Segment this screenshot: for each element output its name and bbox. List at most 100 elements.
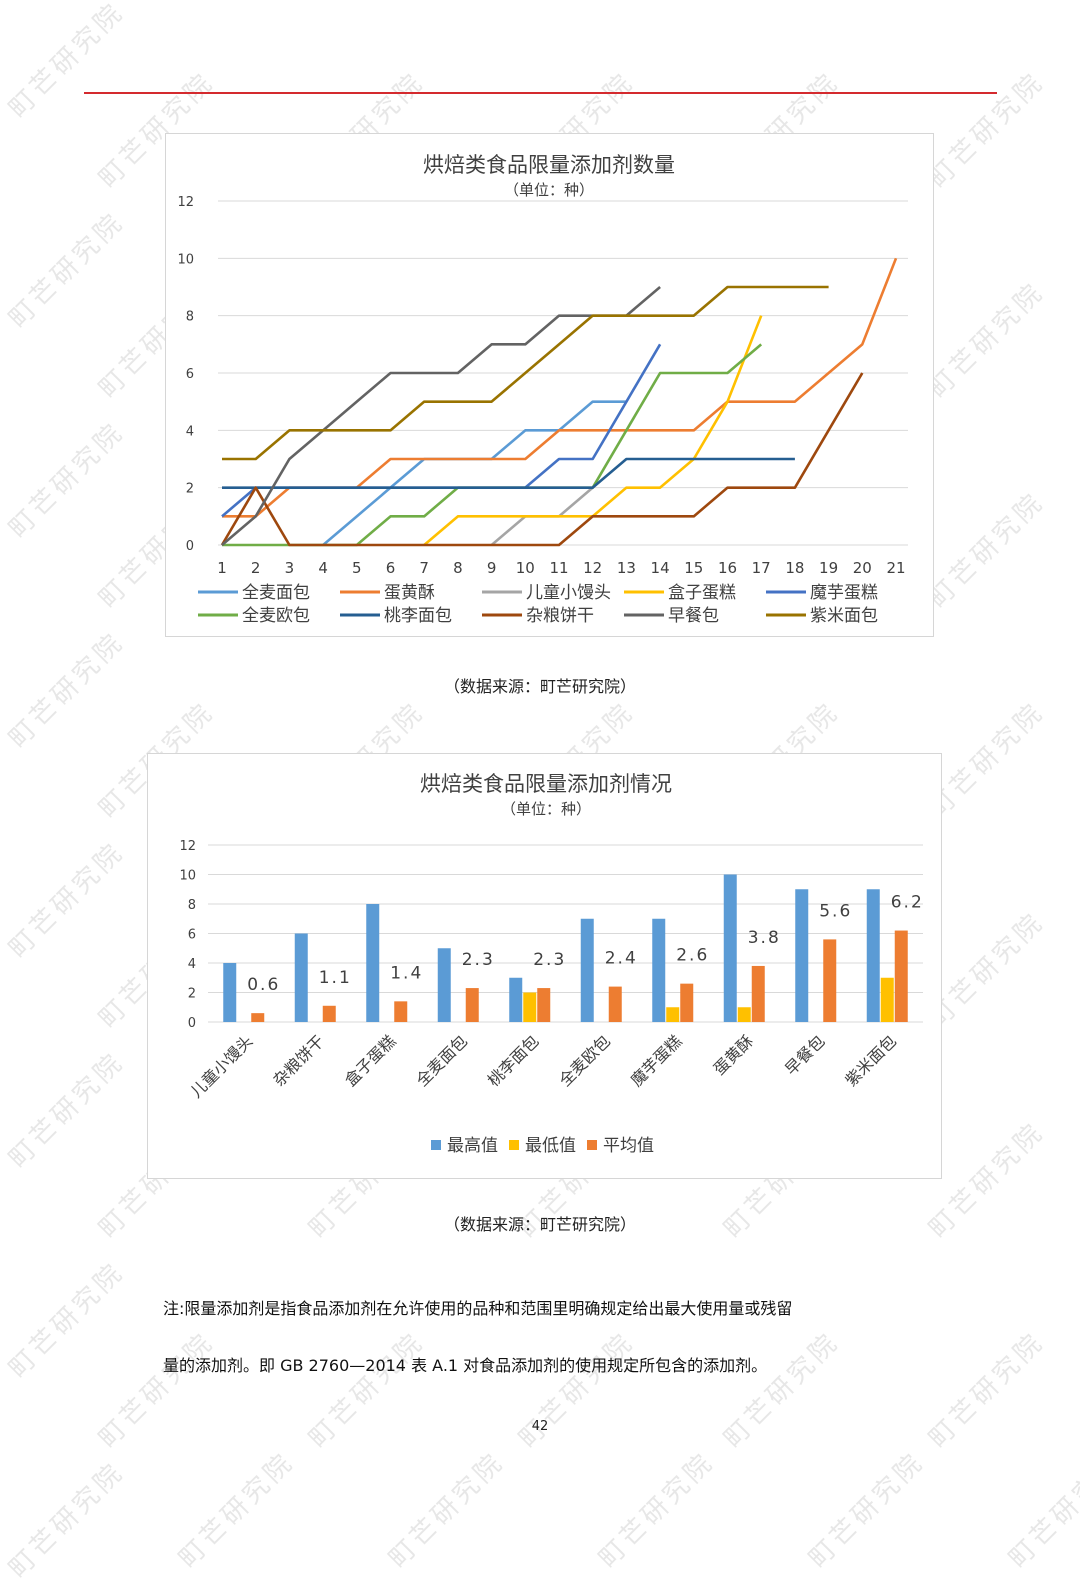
series-line bbox=[322, 400, 627, 546]
watermark-text: 町芒研究院 bbox=[718, 1326, 846, 1454]
bar bbox=[608, 986, 622, 1022]
legend-swatch bbox=[509, 1140, 519, 1150]
y-tick-label: 8 bbox=[186, 310, 194, 325]
data-label: 5.6 bbox=[819, 901, 852, 921]
data-label: 2.3 bbox=[533, 950, 566, 970]
data-label: 2.6 bbox=[676, 946, 709, 966]
legend-label: 最低值 bbox=[525, 1136, 576, 1156]
bar bbox=[737, 1007, 751, 1022]
bar-chart-panel: 烘焙类食品限量添加剂情况 （单位：种） 0 2 4 6 8 10 12 0.6 儿童小馒头 1.1… bbox=[147, 753, 942, 1179]
watermark-text: 町芒研究院 bbox=[593, 1446, 721, 1574]
header-rule bbox=[84, 92, 997, 94]
watermark-text: 町芒研究院 bbox=[3, 836, 131, 964]
bar bbox=[880, 977, 894, 1022]
x-tick-label: 6 bbox=[386, 559, 396, 577]
source-caption: （数据来源：町芒研究院） bbox=[443, 1215, 636, 1234]
legend-label: 魔芋蛋糕 bbox=[810, 583, 878, 603]
watermark-text: 町芒研究院 bbox=[303, 1326, 431, 1454]
category-label: 全麦欧包 bbox=[555, 1031, 614, 1090]
legend-label: 全麦欧包 bbox=[242, 606, 310, 626]
legend-label: 杂粮饼干 bbox=[526, 606, 594, 626]
x-tick-label: 5 bbox=[352, 559, 362, 577]
watermark-text: 町芒研究院 bbox=[923, 486, 1051, 614]
x-tick-label: 17 bbox=[752, 559, 771, 577]
note-text: 注:限量添加剂是指食品添加剂在允许使用的品种和范围里明确规定给出最大使用量或残留 bbox=[163, 1299, 793, 1318]
y-tick-label: 2 bbox=[186, 482, 194, 497]
y-tick-label: 0 bbox=[186, 539, 194, 554]
bar bbox=[465, 988, 479, 1022]
category-label: 儿童小馒头 bbox=[187, 1031, 257, 1101]
y-tick-label: 8 bbox=[188, 898, 196, 913]
x-tick-label: 12 bbox=[583, 559, 602, 577]
legend-label: 最高值 bbox=[447, 1136, 498, 1156]
bar bbox=[751, 965, 765, 1022]
x-tick-label: 2 bbox=[251, 559, 261, 577]
x-tick-label: 15 bbox=[684, 559, 703, 577]
x-tick-label: 21 bbox=[886, 559, 905, 577]
watermark-text: 町芒研究院 bbox=[923, 66, 1051, 194]
watermark-text: 町芒研究院 bbox=[3, 0, 131, 124]
y-tick-label: 10 bbox=[177, 252, 194, 267]
watermark-text: 町芒研究院 bbox=[923, 276, 1051, 404]
bar bbox=[394, 1001, 408, 1022]
bar bbox=[223, 963, 237, 1022]
watermark-text: 町芒研究院 bbox=[3, 1046, 131, 1174]
watermark-text: 町芒研究院 bbox=[383, 1446, 511, 1574]
bar bbox=[251, 1013, 265, 1022]
watermark-text: 町芒研究院 bbox=[3, 1256, 131, 1384]
y-tick-label: 12 bbox=[177, 195, 194, 210]
bar-chart: 烘焙类食品限量添加剂情况 （单位：种） 0 2 4 6 8 10 12 0.6 儿童小馒头 1.1… bbox=[179, 772, 923, 1156]
y-tick-label: 12 bbox=[179, 839, 196, 854]
category-label: 早餐包 bbox=[781, 1031, 828, 1078]
series-line bbox=[222, 343, 763, 547]
legend-label: 全麦面包 bbox=[242, 583, 310, 603]
data-label: 0.6 bbox=[247, 975, 280, 995]
x-tick-label: 4 bbox=[318, 559, 328, 577]
bar bbox=[652, 918, 666, 1022]
category-label: 全麦面包 bbox=[412, 1031, 471, 1090]
watermark-text: 町芒研究院 bbox=[923, 1326, 1051, 1454]
x-tick-label: 16 bbox=[718, 559, 737, 577]
watermark-text: 町芒研究院 bbox=[1003, 1446, 1080, 1574]
legend-label: 盒子蛋糕 bbox=[668, 583, 736, 603]
chart-subtitle: （单位：种） bbox=[504, 181, 594, 199]
legend-label: 蛋黄酥 bbox=[384, 583, 435, 603]
bar bbox=[823, 939, 837, 1022]
watermark-text: 町芒研究院 bbox=[3, 416, 131, 544]
data-label: 2.4 bbox=[605, 949, 638, 969]
watermark-text: 町芒研究院 bbox=[173, 1446, 301, 1574]
source-caption: （数据来源：町芒研究院） bbox=[443, 677, 636, 696]
series-line bbox=[222, 285, 829, 461]
watermark-text: 町芒研究院 bbox=[803, 1446, 931, 1574]
watermark-text: 町芒研究院 bbox=[3, 1456, 131, 1584]
bar bbox=[322, 1005, 336, 1022]
legend-swatch bbox=[587, 1140, 597, 1150]
chart-title: 烘焙类食品限量添加剂情况 bbox=[420, 772, 672, 796]
x-tick-label: 20 bbox=[853, 559, 872, 577]
bar bbox=[437, 948, 451, 1022]
chart-subtitle: （单位：种） bbox=[501, 800, 591, 818]
watermark-text: 町芒研究院 bbox=[513, 1326, 641, 1454]
series-line bbox=[222, 257, 898, 518]
x-tick-label: 10 bbox=[516, 559, 535, 577]
series-line bbox=[222, 457, 795, 489]
bar bbox=[866, 889, 880, 1022]
legend-label: 儿童小馒头 bbox=[526, 583, 611, 603]
x-tick-label: 7 bbox=[419, 559, 429, 577]
category-label: 紫米面包 bbox=[841, 1031, 900, 1090]
bar bbox=[509, 977, 523, 1022]
x-tick-label: 11 bbox=[549, 559, 568, 577]
watermark-text: 町芒研究院 bbox=[93, 1326, 221, 1454]
bar bbox=[680, 983, 694, 1022]
legend-label: 桃李面包 bbox=[384, 606, 452, 626]
series-line bbox=[220, 372, 864, 547]
y-tick-label: 0 bbox=[188, 1016, 196, 1031]
bar bbox=[366, 904, 380, 1022]
bar bbox=[894, 930, 908, 1022]
legend-swatch bbox=[431, 1140, 441, 1150]
bar bbox=[795, 889, 809, 1022]
data-label: 2.3 bbox=[462, 950, 495, 970]
watermark-text: 町芒研究院 bbox=[3, 206, 131, 334]
category-label: 桃李面包 bbox=[484, 1031, 543, 1090]
bar bbox=[294, 933, 308, 1022]
